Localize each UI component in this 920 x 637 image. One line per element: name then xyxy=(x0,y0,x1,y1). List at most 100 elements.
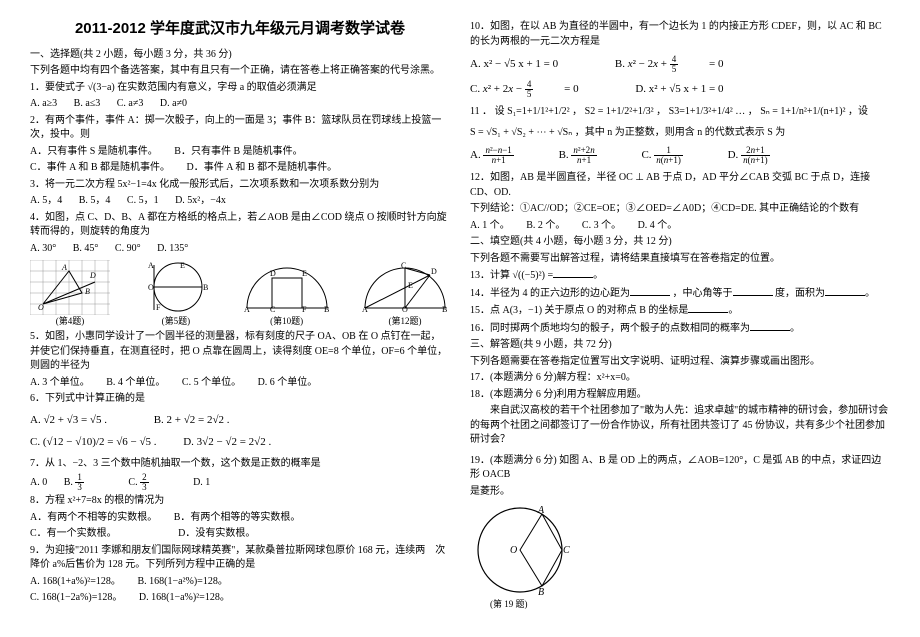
q13-text: 13．计算 √((−5)²) = xyxy=(470,270,553,281)
section-1-note: 下列各题中均有四个备选答案，其中有且只有一个正确，请在答卷上将正确答案的代号涂黑… xyxy=(30,64,450,79)
svg-text:B: B xyxy=(324,305,329,314)
right-column: 10．如图，在以 AB 为直径的半圆中，有一个边长为 1 的内接正方形 CDEF… xyxy=(460,18,900,627)
q2-a: A．只有事件 S 是随机事件。 xyxy=(30,146,158,157)
q2: 2．有两个事件，事件 A：掷一次骰子，向上的一面是 3；事件 B：篮球队员在罚球… xyxy=(30,114,450,143)
q12-d: D. 4 个。 xyxy=(638,220,678,231)
q9-opts-row2: C. 168(1−2a%)=128。 D. 168(1−a%)²=128。 xyxy=(30,591,450,606)
q6-b: B. 2 + √2 = 2√2 . xyxy=(154,414,230,426)
q11: 11 ． 设 S₁=1+1/1²+1/2² ， S2 = 1+1/2²+1/3²… xyxy=(470,105,890,120)
section-2-note: 下列各题不需要写出解答过程，请将结果直接填写在答卷指定的位置。 xyxy=(470,252,890,267)
q7: 7．从 1、−2、3 三个数中随机抽取一个数，这个数是正数的概率是 xyxy=(30,457,450,472)
q5-a: A. 3 个单位。 xyxy=(30,377,90,388)
q1-d: D. a≠0 xyxy=(160,98,187,109)
q7-a: A. 0 xyxy=(30,477,47,488)
svg-text:A: A xyxy=(61,263,67,272)
q2-opts-row2: C．事件 A 和 B 都是随机事件。 D．事件 A 和 B 都不是随机事件。 xyxy=(30,161,450,176)
q3: 3．将一元二次方程 5x²−1=4x 化成一般形式后，二次项系数和一次项系数分别… xyxy=(30,178,450,193)
q2-opts-row1: A．只有事件 S 是随机事件。 B．只有事件 B 是随机事件。 xyxy=(30,145,450,160)
q16: 16．同时掷两个质地均匀的骰子，两个骰子的点数相同的概率为。 xyxy=(470,321,890,337)
q10-c: C. x² + 2x − 45 = 0 xyxy=(470,83,579,95)
q4: 4．如图，点 C、D、B、A 都在方格纸的格点上，若∠AOB 是由∠COD 绕点… xyxy=(30,211,450,240)
q13: 13．计算 √((−5)²) =。 xyxy=(470,268,890,284)
q12b: 下列结论：①AC//OD；②CE=OE；③∠OED=∠A0D；④CD=DE. 其… xyxy=(470,202,890,217)
q9-a: A. 168(1+a%)²=128。 xyxy=(30,576,121,587)
svg-text:F: F xyxy=(156,303,161,312)
q6-c: C. (√12 − √10)/2 = √6 − √5 . xyxy=(30,436,156,448)
q16-text: 16．同时掷两个质地均匀的骰子，两个骰子的点数相同的概率为 xyxy=(470,323,750,334)
exam-title: 2011-2012 学年度武汉市九年级元月调考数学试卷 xyxy=(30,18,450,40)
q6-opts-row2: C. (√12 − √10)/2 = √6 − √5 . D. 3√2 − √2… xyxy=(30,435,450,451)
fig19-cap: (第 19 题) xyxy=(490,598,890,611)
q4-d: D. 135° xyxy=(157,243,188,254)
fig10-wrap: A B C F D E (第10题) xyxy=(242,260,332,328)
q19b: 是菱形。 xyxy=(470,485,890,500)
q14: 14．半径为 4 的正六边形的边心距为 ，中心角等于 度，面积为。 xyxy=(470,286,890,302)
q7-c: C. 23 xyxy=(128,477,176,488)
svg-text:B: B xyxy=(538,587,544,598)
q5-b: B. 4 个单位。 xyxy=(106,377,165,388)
svg-text:A: A xyxy=(148,261,154,270)
svg-text:A: A xyxy=(537,505,545,516)
fig5-cap: (第5题) xyxy=(138,315,213,328)
q2-d: D．事件 A 和 B 都不是随机事件。 xyxy=(187,162,338,173)
q11-a: A. n²−n−1n+1 xyxy=(470,149,542,161)
q1-a: A. a≥3 xyxy=(30,98,57,109)
q4-c: C. 90° xyxy=(115,243,141,254)
fig12-svg: A B O C D E xyxy=(360,260,450,315)
svg-text:F: F xyxy=(302,305,307,314)
svg-text:O: O xyxy=(148,283,154,292)
svg-text:C: C xyxy=(401,261,406,270)
fig4-cap: (第4题) xyxy=(30,315,110,328)
blank-13 xyxy=(553,268,593,278)
q9: 9．为迎接"2011 李娜和朋友们国际网球精英赛"，某款桑普拉斯网球包原价 16… xyxy=(30,544,450,573)
q10-opts-row1: A. x² − √5 x + 1 = 0 B. x² − 2x + 45 = 0 xyxy=(470,55,890,74)
figure-row: A B O D (第4题) A O E B F (第5题) xyxy=(30,260,450,328)
q11-b: B. n²+2nn+1 xyxy=(559,149,625,161)
svg-text:O: O xyxy=(402,305,408,314)
q8-d: D．没有实数根。 xyxy=(178,528,255,539)
q10-b: B. x² − 2x + 45 = 0 xyxy=(615,58,724,70)
q1-b: B. a≤3 xyxy=(74,98,101,109)
fig5-wrap: A O E B F (第5题) xyxy=(138,260,213,328)
fig12-wrap: A B O C D E (第12题) xyxy=(360,260,450,328)
blank-14a xyxy=(630,286,670,296)
q8: 8．方程 x²+7=8x 的根的情况为 xyxy=(30,494,450,509)
q12-c: C. 3 个。 xyxy=(582,220,621,231)
q18: 18．(本题满分 6 分)利用方程解应用题。 xyxy=(470,388,890,403)
svg-text:D: D xyxy=(89,271,96,280)
svg-text:O: O xyxy=(38,303,44,312)
q9-b: B. 168(1−a²%)=128。 xyxy=(137,576,227,587)
svg-text:E: E xyxy=(180,261,185,270)
q14-text-b: ，中心角等于 xyxy=(673,288,733,299)
svg-text:B: B xyxy=(203,283,208,292)
q2-c: C．事件 A 和 B 都是随机事件。 xyxy=(30,162,170,173)
q3-a: A. 5，4 xyxy=(30,195,62,206)
q7-opts: A. 0 B. 13 C. 23 D. 1 xyxy=(30,473,450,492)
q10-opts-row2: C. x² + 2x − 45 = 0 D. x² + √5 x + 1 = 0 xyxy=(470,80,890,99)
q8-b: B．有两个相等的等实数根。 xyxy=(174,512,301,523)
svg-text:D: D xyxy=(270,269,276,278)
q1-opts: A. a≥3 B. a≤3 C. a≠3 D. a≠0 xyxy=(30,97,450,112)
q8-opts-row1: A．有两个不相等的实数根。 B．有两个相等的等实数根。 xyxy=(30,511,450,526)
q11-opts: A. n²−n−1n+1 B. n²+2nn+1 C. 1n(n+1) D. 2… xyxy=(470,146,890,165)
fig19-wrap: O A C B (第 19 题) xyxy=(470,503,890,611)
q11-d: D. 2n+1n(n+1) xyxy=(728,149,798,161)
q8-opts-row2: C．有一个实数根。 D．没有实数根。 xyxy=(30,527,450,542)
q9-c: C. 168(1−2a%)=128。 xyxy=(30,592,122,603)
svg-text:C: C xyxy=(563,545,570,556)
svg-text:A: A xyxy=(362,305,368,314)
q5-d: D. 6 个单位。 xyxy=(258,377,318,388)
q19: 19．(本题满分 6 分) 如图 A、B 是 OD 上的两点，∠AOB=120°… xyxy=(470,454,890,483)
q3-b: B. 5，4 xyxy=(79,195,111,206)
q10-a: A. x² − √5 x + 1 = 0 xyxy=(470,58,558,70)
svg-text:E: E xyxy=(302,269,307,278)
svg-text:D: D xyxy=(431,267,437,276)
fig10-svg: A B C F D E xyxy=(242,260,332,315)
q4-b: B. 45° xyxy=(73,243,99,254)
svg-text:B: B xyxy=(85,287,90,296)
fig4-wrap: A B O D (第4题) xyxy=(30,260,110,328)
q12-b: B. 2 个。 xyxy=(526,220,565,231)
q12: 12．如图，AB 是半圆直径，半径 OC ⊥ AB 于点 D，AD 平分∠CAB… xyxy=(470,171,890,200)
q5-c: C. 5 个单位。 xyxy=(182,377,241,388)
svg-text:C: C xyxy=(270,305,275,314)
